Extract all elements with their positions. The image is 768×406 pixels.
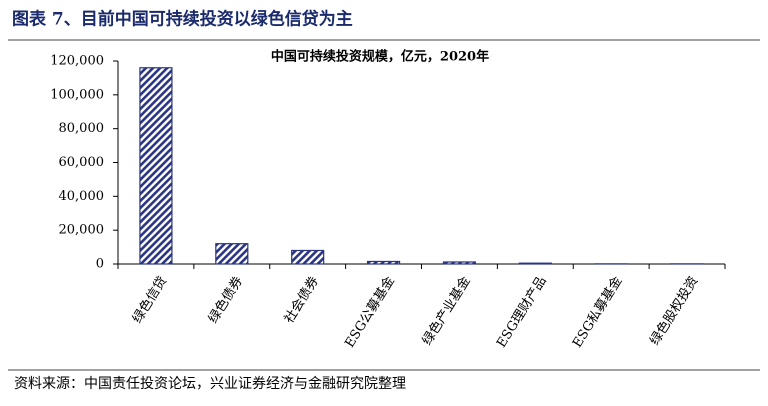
x-tick-label: ESG理财产品 [494,274,550,350]
x-tick-label: 社会债券 [281,273,322,326]
y-tick-label: 80,000 [59,121,105,136]
chart-title: 中国可持续投资规模，亿元，2020年 [271,49,489,65]
x-tick-label: 绿色产业基金 [419,273,474,348]
x-tick-label: ESG私募基金 [569,273,625,350]
y-tick-label: 120,000 [50,54,104,69]
y-tick-label: 0 [96,257,104,272]
bar [292,250,324,264]
y-tick-label: 60,000 [59,155,105,170]
bar [443,262,475,264]
bar [216,244,248,264]
header-title: 图表 7、目前中国可持续投资以绿色信贷为主 [12,9,353,30]
bar [368,261,400,264]
x-tick-label: 绿色股权投资 [647,273,702,348]
bar [519,263,551,264]
x-tick-label: ESG公募基金 [342,273,398,350]
y-tick-label: 20,000 [59,223,105,238]
y-tick-label: 40,000 [59,189,105,204]
x-tick-label: 绿色信贷 [129,273,170,326]
x-tick-label: 绿色债券 [205,273,246,326]
y-tick-label: 100,000 [50,87,104,102]
bar [140,68,172,264]
source: 资料来源：中国责任投资论坛，兴业证券经济与金融研究院整理 [14,376,406,392]
